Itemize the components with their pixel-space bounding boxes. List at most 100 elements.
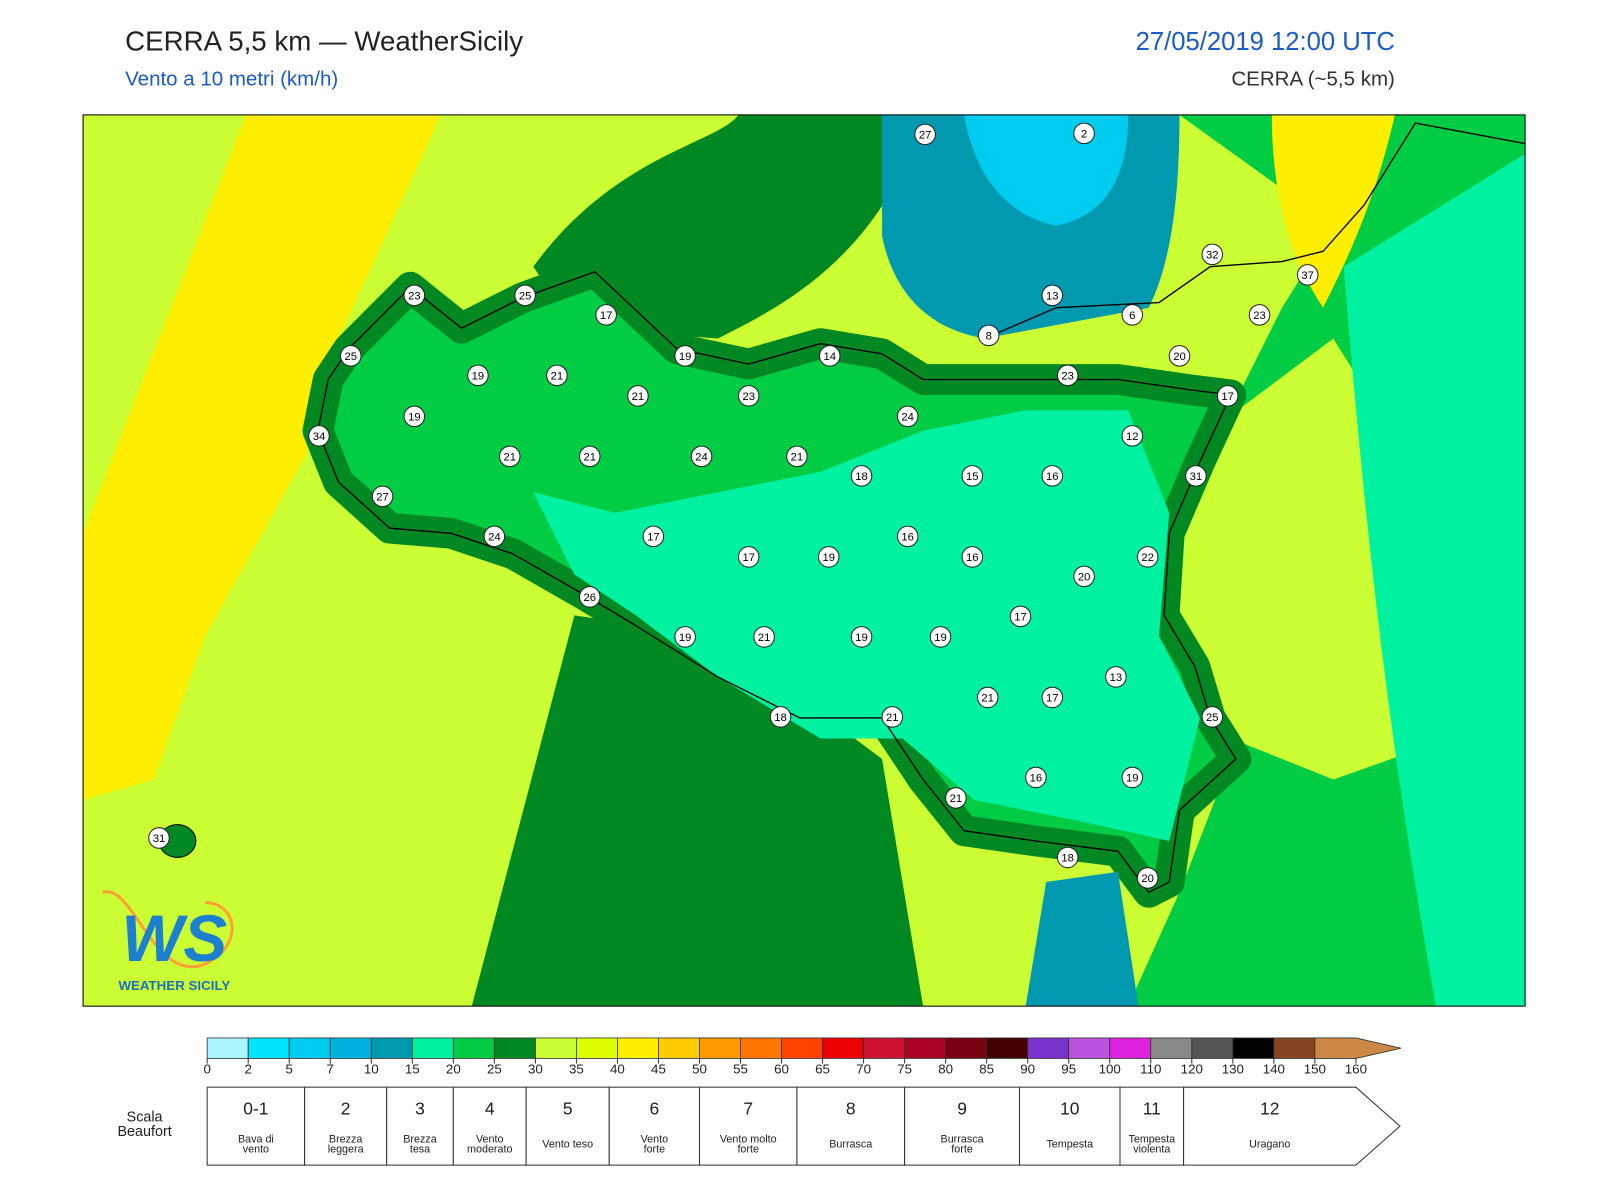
station-value: 16 xyxy=(901,531,914,543)
station-value: 23 xyxy=(742,391,755,403)
station-marker xyxy=(1185,465,1207,487)
beaufort-force: 9 xyxy=(957,1098,967,1118)
station-value: 14 xyxy=(823,351,836,363)
station-value: 23 xyxy=(1253,310,1266,322)
station-value: 25 xyxy=(1206,712,1219,724)
wind-zone xyxy=(533,410,1200,842)
station-value: 8 xyxy=(986,330,992,342)
beaufort-box xyxy=(1018,1086,1121,1166)
wind-zone xyxy=(1025,871,1139,1007)
station-marker xyxy=(1136,867,1159,889)
colorbar-segment xyxy=(1273,1037,1316,1059)
station-marker xyxy=(1073,565,1095,588)
station-value: 16 xyxy=(1046,471,1059,483)
beaufort-force: 3 xyxy=(415,1098,425,1118)
colorbar-segment xyxy=(945,1037,988,1059)
station-value: 16 xyxy=(966,552,979,564)
beaufort-force: 12 xyxy=(1260,1098,1279,1118)
station-value: 25 xyxy=(519,290,532,302)
station-value: 23 xyxy=(408,290,421,302)
beaufort-box xyxy=(525,1086,610,1166)
station-marker xyxy=(929,626,952,648)
colorbar: 0 2 5 7 10 15 20 25 30 35 40 45 50 55 60 65 70 75 80 85 90 95… xyxy=(203,1037,1402,1076)
beaufort-name: Brezza xyxy=(329,1133,362,1145)
station-value: 16 xyxy=(1030,772,1043,784)
colorbar-tick-label: 50 xyxy=(692,1061,707,1076)
station-marker xyxy=(1041,465,1064,487)
station-value: 12 xyxy=(1126,431,1139,443)
station-value: 13 xyxy=(1046,290,1059,302)
station-marker xyxy=(850,626,873,648)
colorbar-tick-label: 10 xyxy=(364,1061,379,1076)
station-value: 20 xyxy=(1141,873,1154,885)
beaufort-name: Vento xyxy=(476,1133,504,1145)
beaufort-force: 6 xyxy=(650,1098,660,1118)
colorbar-segment xyxy=(1109,1037,1152,1059)
station-value: 24 xyxy=(488,531,501,543)
colorbar-tick-label: 140 xyxy=(1263,1061,1285,1076)
coastline xyxy=(317,271,1237,894)
station-marker xyxy=(1201,243,1224,266)
colorbar-segment xyxy=(534,1037,577,1059)
beaufort-name: Bava di xyxy=(238,1133,274,1145)
colorbar-segment xyxy=(206,1037,249,1059)
colorbar-tick-label: 100 xyxy=(1099,1061,1121,1076)
station-value: 19 xyxy=(934,632,947,644)
wind-zone xyxy=(1271,114,1395,308)
beaufort-name: forte xyxy=(644,1144,666,1156)
beaufort-box xyxy=(698,1086,798,1166)
station-value: 17 xyxy=(1221,391,1234,403)
station-value: 32 xyxy=(1206,249,1219,261)
colorbar-segment xyxy=(781,1037,823,1059)
station-marker xyxy=(674,345,696,367)
station-value: 27 xyxy=(376,491,389,503)
logo-mark: WS xyxy=(121,902,227,975)
model: CERRA (~5,5 km) xyxy=(1231,67,1394,90)
station-value: 21 xyxy=(950,793,963,805)
station-value: 34 xyxy=(313,431,326,443)
station-marker xyxy=(1121,766,1144,789)
station-marker xyxy=(627,385,649,407)
station-marker xyxy=(753,626,775,648)
station-marker xyxy=(308,425,330,447)
beaufort-force: 10 xyxy=(1060,1098,1080,1118)
colorbar-segment xyxy=(370,1037,413,1059)
station-marker xyxy=(737,385,760,407)
beaufort-name: Tempesta xyxy=(1128,1133,1175,1145)
colorbar-tick-label: 0 xyxy=(203,1061,210,1076)
colorbar-segment xyxy=(699,1037,741,1059)
colorbar-tick-label: 120 xyxy=(1181,1061,1203,1076)
beaufort-name: Tempesta xyxy=(1046,1138,1093,1150)
station-marker xyxy=(881,706,904,728)
stations: 27 2 32 37 23 25 13 6 23 17 8 25 19 14 20 19 21 23 21 23 17 1… xyxy=(148,122,1319,889)
colorbar-segment xyxy=(1027,1037,1070,1059)
station-value: 18 xyxy=(1061,852,1074,864)
station-marker xyxy=(786,445,808,468)
station-value: 17 xyxy=(742,552,755,564)
station-value: 31 xyxy=(1190,471,1203,483)
station-value: 15 xyxy=(966,471,979,483)
wind-zone xyxy=(83,114,442,800)
station-value: 20 xyxy=(1173,351,1186,363)
colorbar-tick-label: 40 xyxy=(610,1061,625,1076)
title: CERRA 5,5 km — WeatherSicily xyxy=(125,25,523,56)
map xyxy=(83,114,1526,1007)
station-marker xyxy=(642,525,665,548)
beaufort-name: tesa xyxy=(410,1144,430,1156)
station-marker xyxy=(961,465,984,487)
station-marker xyxy=(483,525,506,548)
station-marker xyxy=(896,405,919,428)
station-value: 19 xyxy=(1126,772,1139,784)
station-marker xyxy=(817,546,840,568)
colorbar-tick-label: 45 xyxy=(651,1061,666,1076)
colorbar-segment xyxy=(288,1037,331,1059)
station-value: 24 xyxy=(695,451,708,463)
beaufort-force: 5 xyxy=(563,1098,573,1118)
station-value: 21 xyxy=(981,692,994,704)
station-value: 21 xyxy=(791,451,804,463)
beaufort-name: moderato xyxy=(467,1144,512,1156)
station-value: 21 xyxy=(583,451,596,463)
beaufort-box xyxy=(1119,1086,1185,1166)
